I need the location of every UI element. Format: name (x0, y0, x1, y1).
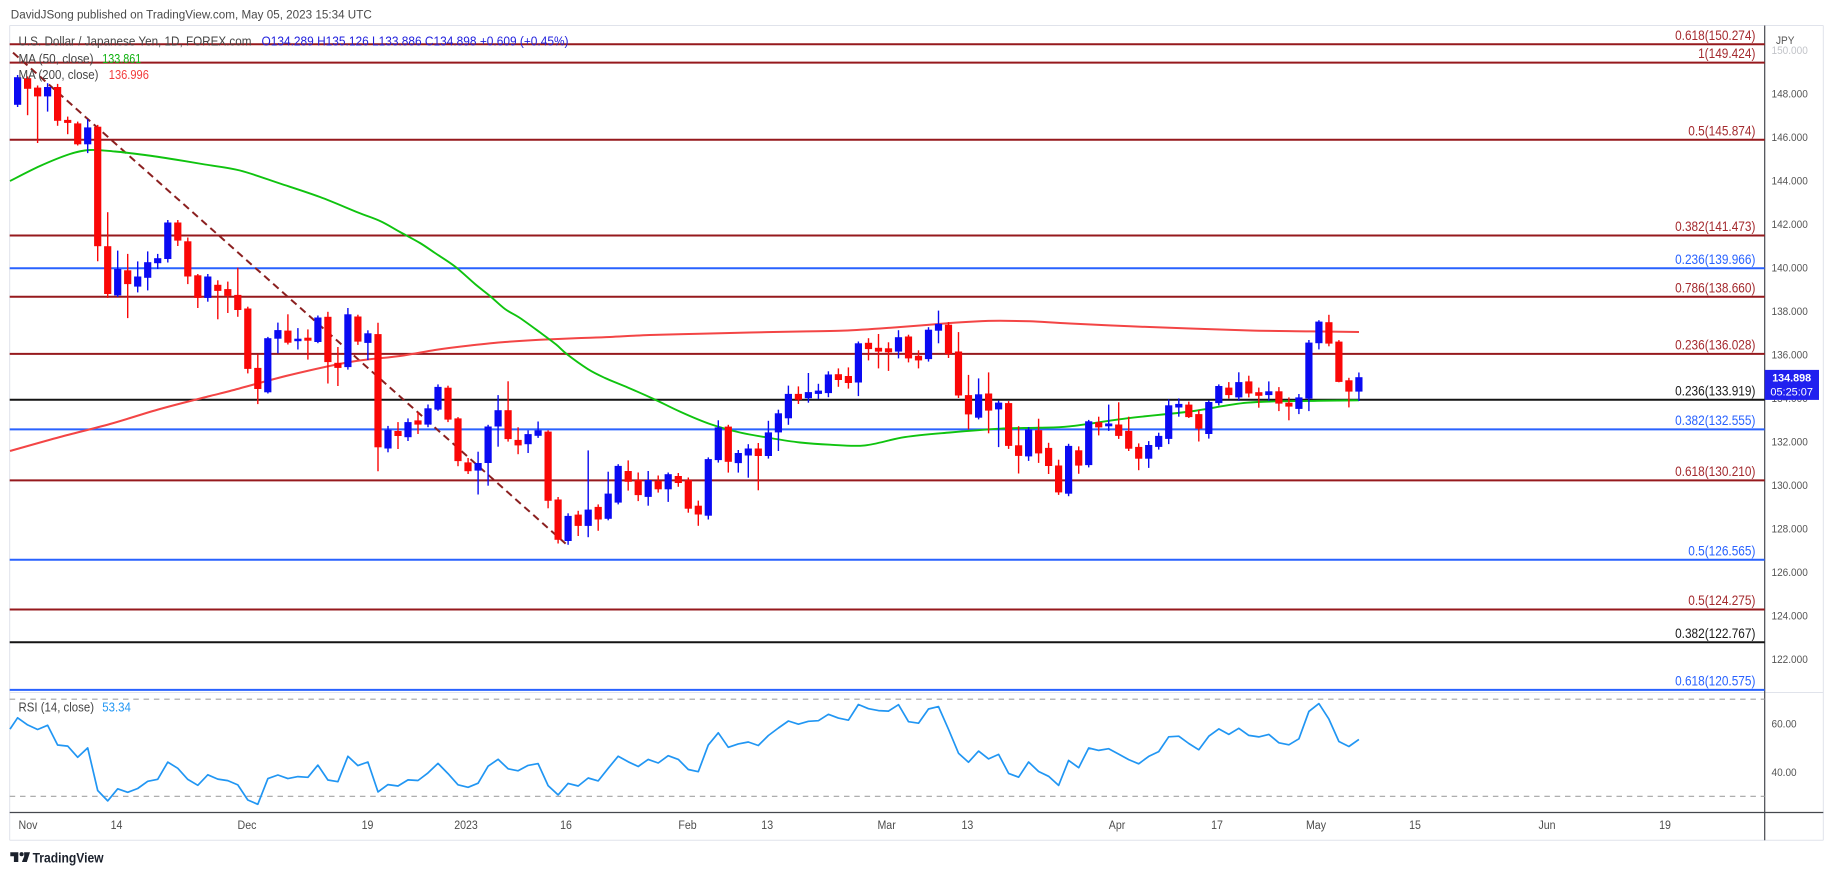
svg-text:JPY: JPY (1776, 35, 1795, 47)
svg-text:U.S. Dollar / Japanese Yen, 1D: U.S. Dollar / Japanese Yen, 1D, FOREX.co… (19, 34, 252, 49)
svg-text:133.861: 133.861 (102, 51, 141, 66)
svg-text:13: 13 (761, 820, 773, 832)
svg-text:Apr: Apr (1109, 820, 1126, 832)
svg-text:13: 13 (962, 820, 974, 832)
svg-text:60.00: 60.00 (1772, 719, 1797, 731)
svg-text:146.000: 146.000 (1772, 132, 1808, 144)
svg-text:0.382(122.767): 0.382(122.767) (1675, 625, 1755, 641)
svg-text:19: 19 (1659, 820, 1671, 832)
svg-text:144.000: 144.000 (1772, 176, 1808, 188)
svg-text:DavidJSong published on Tradin: DavidJSong published on TradingView.com,… (11, 9, 372, 21)
svg-text:128.000: 128.000 (1772, 524, 1808, 536)
svg-text:126.000: 126.000 (1772, 567, 1808, 579)
svg-text:140.000: 140.000 (1772, 263, 1808, 275)
svg-text:16: 16 (560, 820, 572, 832)
svg-text:136.996: 136.996 (109, 67, 149, 82)
svg-text:138.000: 138.000 (1772, 306, 1808, 318)
svg-text:1(149.424): 1(149.424) (1698, 45, 1755, 61)
svg-text:0.786(138.660): 0.786(138.660) (1675, 279, 1755, 295)
svg-text:136.000: 136.000 (1772, 350, 1808, 362)
svg-text:Nov: Nov (19, 820, 38, 832)
svg-text:Mar: Mar (877, 820, 895, 832)
svg-text:0.236(133.919): 0.236(133.919) (1675, 382, 1755, 398)
svg-text:05:25:07: 05:25:07 (1770, 387, 1813, 399)
svg-text:132.000: 132.000 (1772, 437, 1808, 449)
svg-text:May: May (1306, 820, 1326, 832)
svg-text:124.000: 124.000 (1772, 611, 1808, 623)
svg-text:MA (200, close): MA (200, close) (19, 67, 99, 82)
svg-text:0.382(132.555): 0.382(132.555) (1675, 412, 1755, 428)
svg-text:0.5(145.874): 0.5(145.874) (1688, 122, 1755, 138)
svg-text:0.382(141.473): 0.382(141.473) (1675, 218, 1755, 234)
svg-text:134.898: 134.898 (1772, 373, 1811, 385)
svg-text:0.618(130.210): 0.618(130.210) (1675, 463, 1755, 479)
svg-text:TradingView: TradingView (33, 850, 105, 865)
svg-text:40.00: 40.00 (1772, 767, 1797, 779)
svg-text:0.236(136.028): 0.236(136.028) (1675, 337, 1755, 353)
svg-text:0.5(124.275): 0.5(124.275) (1688, 592, 1755, 608)
svg-text:0.5(126.565): 0.5(126.565) (1688, 542, 1755, 558)
svg-text:Jun: Jun (1538, 820, 1555, 832)
svg-text:148.000: 148.000 (1772, 89, 1808, 101)
svg-text:0.618(150.274): 0.618(150.274) (1675, 27, 1755, 43)
svg-text:MA (50, close): MA (50, close) (19, 51, 94, 66)
svg-text:19: 19 (362, 820, 374, 832)
svg-text:53.34: 53.34 (102, 701, 131, 715)
svg-text:Feb: Feb (678, 820, 696, 832)
svg-text:RSI (14, close): RSI (14, close) (19, 701, 95, 715)
svg-text:130.000: 130.000 (1772, 480, 1808, 492)
svg-text:150.000: 150.000 (1772, 45, 1808, 57)
svg-text:15: 15 (1409, 820, 1421, 832)
svg-text:142.000: 142.000 (1772, 219, 1808, 231)
svg-text:14: 14 (111, 820, 123, 832)
svg-text:122.000: 122.000 (1772, 654, 1808, 666)
svg-text:O134.289 H135.126 L133.886 C13: O134.289 H135.126 L133.886 C134.898 +0.6… (262, 34, 569, 49)
svg-text:2023: 2023 (454, 820, 478, 832)
svg-text:Dec: Dec (238, 820, 257, 832)
svg-text:0.618(120.575): 0.618(120.575) (1675, 673, 1755, 689)
svg-text:0.236(139.966): 0.236(139.966) (1675, 251, 1755, 267)
svg-text:17: 17 (1211, 820, 1223, 832)
